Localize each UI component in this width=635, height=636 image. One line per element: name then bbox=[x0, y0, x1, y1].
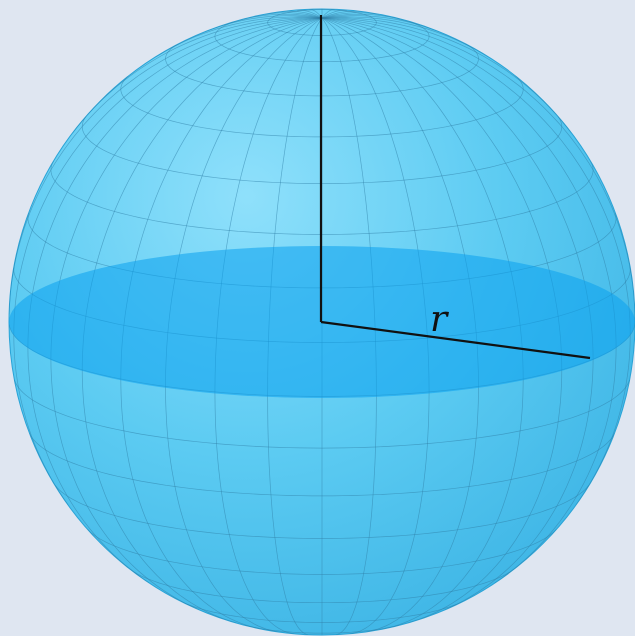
parallel-line bbox=[50, 160, 322, 235]
parallel-line bbox=[322, 433, 615, 497]
parallel-line bbox=[321, 18, 430, 63]
parallel-line bbox=[322, 484, 590, 539]
meridian-line bbox=[321, 12, 380, 19]
parallel-line bbox=[267, 9, 377, 36]
parallel-line bbox=[54, 484, 322, 539]
parallel-line bbox=[321, 116, 563, 184]
parallel-line bbox=[29, 433, 322, 497]
parallel-line bbox=[322, 569, 514, 604]
meridian-line bbox=[321, 17, 572, 134]
parallel-line bbox=[322, 529, 557, 575]
parallel-line bbox=[120, 75, 322, 138]
meridian-line bbox=[205, 15, 323, 32]
meridian-line bbox=[321, 9, 335, 19]
meridian-line bbox=[321, 9, 347, 19]
meridian-line bbox=[321, 15, 439, 32]
parallel-line bbox=[321, 379, 630, 449]
meridian-line bbox=[321, 16, 489, 58]
meridian-line bbox=[155, 16, 323, 58]
radius-line bbox=[320, 320, 591, 360]
parallel-line bbox=[14, 379, 323, 449]
meridian-line bbox=[72, 17, 323, 134]
parallel-line bbox=[87, 529, 322, 575]
parallel-line bbox=[165, 43, 322, 97]
parallel-line bbox=[214, 18, 323, 63]
parallel-line bbox=[322, 43, 479, 97]
meridian-line bbox=[13, 17, 323, 506]
parallel-line bbox=[322, 601, 463, 623]
parallel-line bbox=[322, 625, 400, 634]
parallel-line bbox=[244, 625, 322, 634]
meridian-line bbox=[297, 9, 323, 19]
meridian-line bbox=[321, 17, 631, 506]
meridian-line bbox=[264, 12, 323, 19]
radius-label: r bbox=[430, 299, 449, 340]
parallel-line bbox=[322, 75, 524, 138]
parallel-line bbox=[130, 569, 322, 604]
meridian-line bbox=[9, 17, 323, 315]
parallel-line bbox=[322, 160, 594, 235]
meridian-line bbox=[321, 10, 363, 19]
parallel-line bbox=[181, 601, 322, 623]
meridian-line bbox=[281, 10, 323, 19]
meridian-line bbox=[321, 17, 635, 323]
parallel-line bbox=[81, 116, 323, 184]
